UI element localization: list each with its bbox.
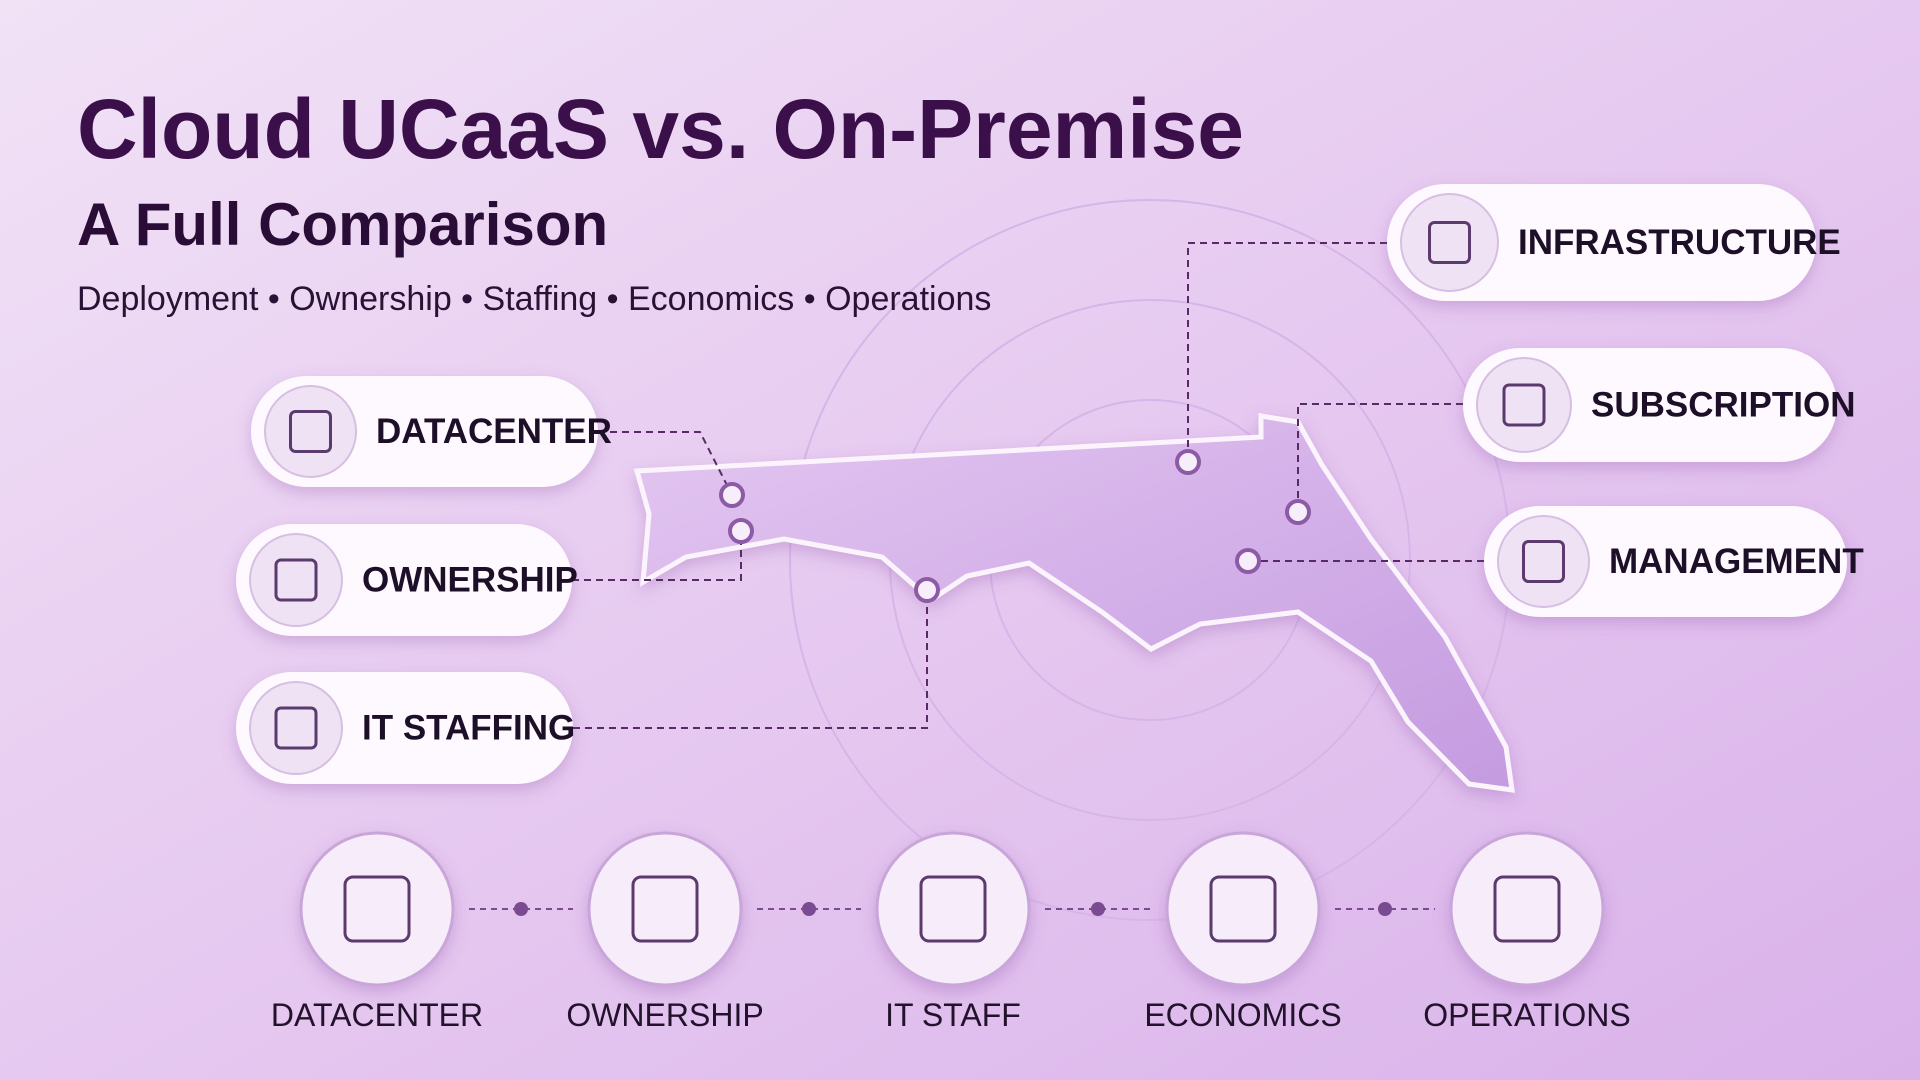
step-label: OWNERSHIP <box>566 997 763 1033</box>
step-label: DATACENTER <box>271 997 483 1033</box>
callout-icon <box>1400 193 1499 292</box>
step-label: ECONOMICS <box>1144 997 1341 1033</box>
callout-label: INFRASTRUCTURE <box>1518 223 1841 262</box>
map-points <box>719 449 1311 603</box>
icon-glyph <box>1522 540 1565 583</box>
step-icon <box>343 875 411 943</box>
step-icon <box>1209 875 1277 943</box>
step-circle <box>299 831 455 987</box>
callout-label: SUBSCRIPTION <box>1591 385 1855 424</box>
callout-icon <box>249 533 343 627</box>
callout-label: OWNERSHIP <box>362 560 578 599</box>
icon-glyph <box>1428 221 1471 264</box>
step-circle <box>587 831 743 987</box>
icon-glyph <box>289 410 332 453</box>
callouts: DATACENTER OWNERSHIP IT STAFFING INFRASTRUC… <box>236 184 1864 1033</box>
callout-icon <box>1497 515 1590 608</box>
step-label: IT STAFF <box>885 997 1021 1033</box>
step-label: OPERATIONS <box>1423 997 1630 1033</box>
step-circle <box>875 831 1031 987</box>
callout-icon <box>249 681 343 775</box>
step-dot <box>1378 902 1392 916</box>
step-circle <box>1449 831 1605 987</box>
callout-label: IT STAFFING <box>362 708 575 747</box>
title: Cloud UCaaS vs. On-Premise <box>77 82 1244 176</box>
callout-label: MANAGEMENT <box>1609 542 1864 581</box>
step-icon <box>919 875 987 943</box>
tagline: Deployment • Ownership • Staffing • Econ… <box>77 280 991 318</box>
connectors <box>572 242 1484 729</box>
callout-label: DATACENTER <box>376 412 612 451</box>
callout-pill <box>1387 184 1816 301</box>
step-dot <box>802 902 816 916</box>
step-circle <box>1165 831 1321 987</box>
callout-icon <box>1476 357 1572 453</box>
step-icon <box>1493 875 1561 943</box>
step-icon <box>631 875 699 943</box>
icon-glyph <box>274 558 318 602</box>
step-dot <box>1091 902 1105 916</box>
icon-glyph <box>274 706 318 750</box>
step-dot <box>514 902 528 916</box>
icon-glyph <box>1502 383 1546 427</box>
callout-icon <box>264 385 357 478</box>
subtitle: A Full Comparison <box>77 191 608 258</box>
